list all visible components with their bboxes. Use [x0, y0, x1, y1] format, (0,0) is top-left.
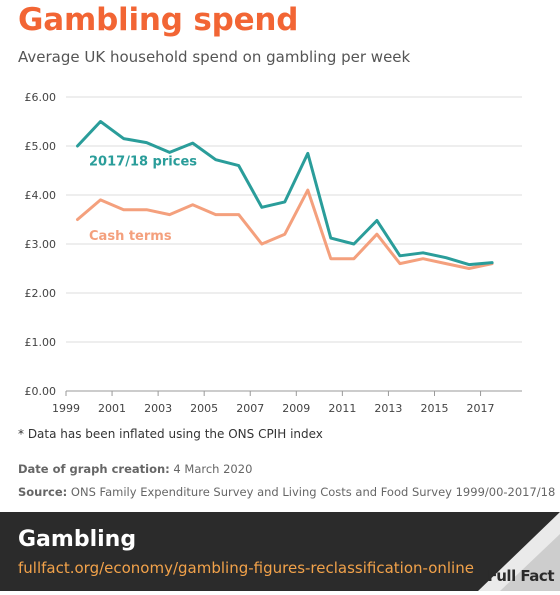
source-value: ONS Family Expenditure Survey and Living… [67, 485, 556, 499]
x-tick-label: 2003 [144, 402, 172, 415]
line-chart: £0.00 £1.00 £2.00 £3.00 £4.00 £5.00 £6.00 1999 2… [25, 91, 522, 415]
y-tick-label: £1.00 [25, 336, 57, 349]
series-line-real-prices [76, 120, 494, 267]
x-tick-label: 1999 [52, 402, 80, 415]
x-tick-label: 2001 [98, 402, 126, 415]
series-layer [76, 120, 494, 270]
page-title: Gambling spend [18, 2, 299, 38]
y-tick-label: £2.00 [25, 287, 57, 300]
x-tick-label: 2009 [282, 402, 310, 415]
x-tick-label: 2015 [420, 402, 448, 415]
x-tick-label: 2005 [190, 402, 218, 415]
article-link[interactable]: fullfact.org/economy/gambling-figures-re… [18, 559, 474, 577]
axis-layer: £0.00 £1.00 £2.00 £3.00 £4.00 £5.00 £6.00 1999 2… [25, 91, 495, 415]
y-tick-label: £6.00 [25, 91, 57, 104]
footnote: * Data has been inflated using the ONS C… [18, 427, 323, 441]
footer-title: Gambling [18, 527, 137, 552]
y-tick-label: £4.00 [25, 189, 57, 202]
x-tick-label: 2011 [328, 402, 356, 415]
date-value: 4 March 2020 [169, 462, 253, 476]
x-tick-label: 2017 [467, 402, 495, 415]
source-line: Source: ONS Family Expenditure Survey an… [18, 485, 555, 499]
y-tick-label: £5.00 [25, 140, 57, 153]
y-tick-label: £0.00 [25, 385, 57, 398]
date-line: Date of graph creation: 4 March 2020 [18, 462, 252, 476]
series-line-cash-terms [76, 188, 494, 270]
logo-text: Full Fact [487, 567, 554, 585]
grid-layer [66, 96, 522, 392]
y-tick-label: £3.00 [25, 238, 57, 251]
page-subtitle: Average UK household spend on gambling p… [18, 48, 411, 66]
source-label: Source: [18, 485, 68, 499]
x-tick-label: 2007 [236, 402, 264, 415]
x-tick-label: 2013 [374, 402, 402, 415]
date-label: Date of graph creation: [18, 462, 170, 476]
logo-triangle-icon [478, 512, 560, 591]
series-label-cash-terms: Cash terms [89, 229, 172, 244]
full-fact-logo[interactable]: Full Fact [460, 512, 560, 591]
label-layer: 2017/18 prices Cash terms [89, 155, 197, 244]
series-label-real-prices: 2017/18 prices [89, 155, 197, 170]
footer-bar: Gambling fullfact.org/economy/gambling-f… [0, 512, 560, 591]
